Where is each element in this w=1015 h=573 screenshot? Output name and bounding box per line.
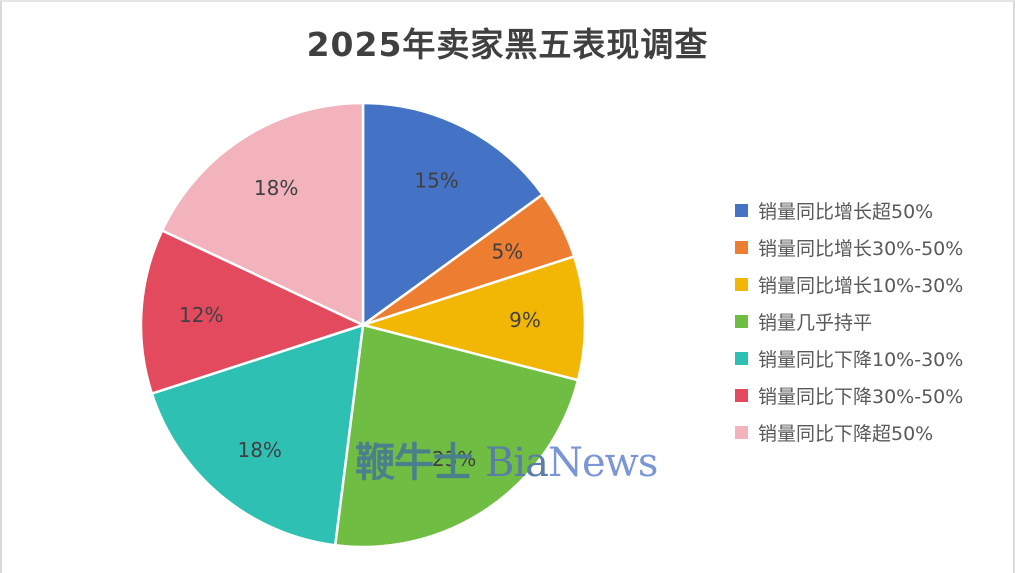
chart-title: 2025年卖家黑五表现调查 [306, 25, 709, 64]
watermark-en-b: News [547, 440, 658, 486]
legend-label: 销量同比增长超50% [758, 201, 934, 223]
data-label: 18% [237, 438, 281, 462]
legend-swatch [735, 352, 748, 365]
data-label: 5% [492, 239, 524, 263]
pie-slice [361, 101, 545, 328]
legend-label: 销量同比增长30%-50% [758, 238, 964, 260]
legend-label: 销量几乎持平 [758, 312, 873, 334]
watermark-cn: 鞭牛士 [355, 439, 485, 486]
data-label: 18% [254, 176, 298, 200]
legend-swatch [735, 389, 748, 402]
legend-label: 销量同比增长10%-30% [758, 275, 964, 297]
chart-legend: 销量同比增长超50% 销量同比增长30%-50% 销量同比增长10%-30% 销… [735, 192, 963, 451]
pie-slice [358, 254, 587, 382]
legend-item: 销量同比增长10%-30% [735, 266, 963, 303]
legend-swatch [735, 315, 748, 328]
data-label: 23% [432, 447, 476, 471]
legend-item: 销量同比增长超50% [735, 192, 963, 229]
pie-slice [150, 323, 365, 547]
legend-item: 销量同比增长30%-50% [735, 229, 963, 266]
data-label: 12% [179, 303, 223, 327]
pie-data-labels: 15% 5% 9% 23% 18% 12% 18% [179, 169, 541, 471]
legend-label: 销量同比下降超50% [758, 423, 934, 445]
pie-slices [139, 101, 587, 549]
pie-slice [333, 323, 580, 549]
legend-item: 销量几乎持平 [735, 303, 963, 340]
legend-label: 销量同比下降30%-50% [758, 386, 964, 408]
legend-item: 销量同比下降10%-30% [735, 340, 963, 377]
watermark-en-a: Bia [484, 440, 549, 486]
watermark: 鞭牛士 BiaNews [355, 430, 658, 488]
legend-swatch [735, 278, 748, 291]
pie-slice [160, 101, 365, 327]
legend-swatch [735, 204, 748, 217]
data-label: 15% [414, 169, 458, 193]
legend-swatch [735, 426, 748, 439]
pie-slice [139, 228, 367, 396]
data-label: 9% [509, 308, 541, 332]
legend-swatch [735, 241, 748, 254]
legend-item: 销量同比下降超50% [735, 414, 963, 451]
legend-item: 销量同比下降30%-50% [735, 377, 963, 414]
legend-label: 销量同比下降10%-30% [758, 349, 964, 371]
